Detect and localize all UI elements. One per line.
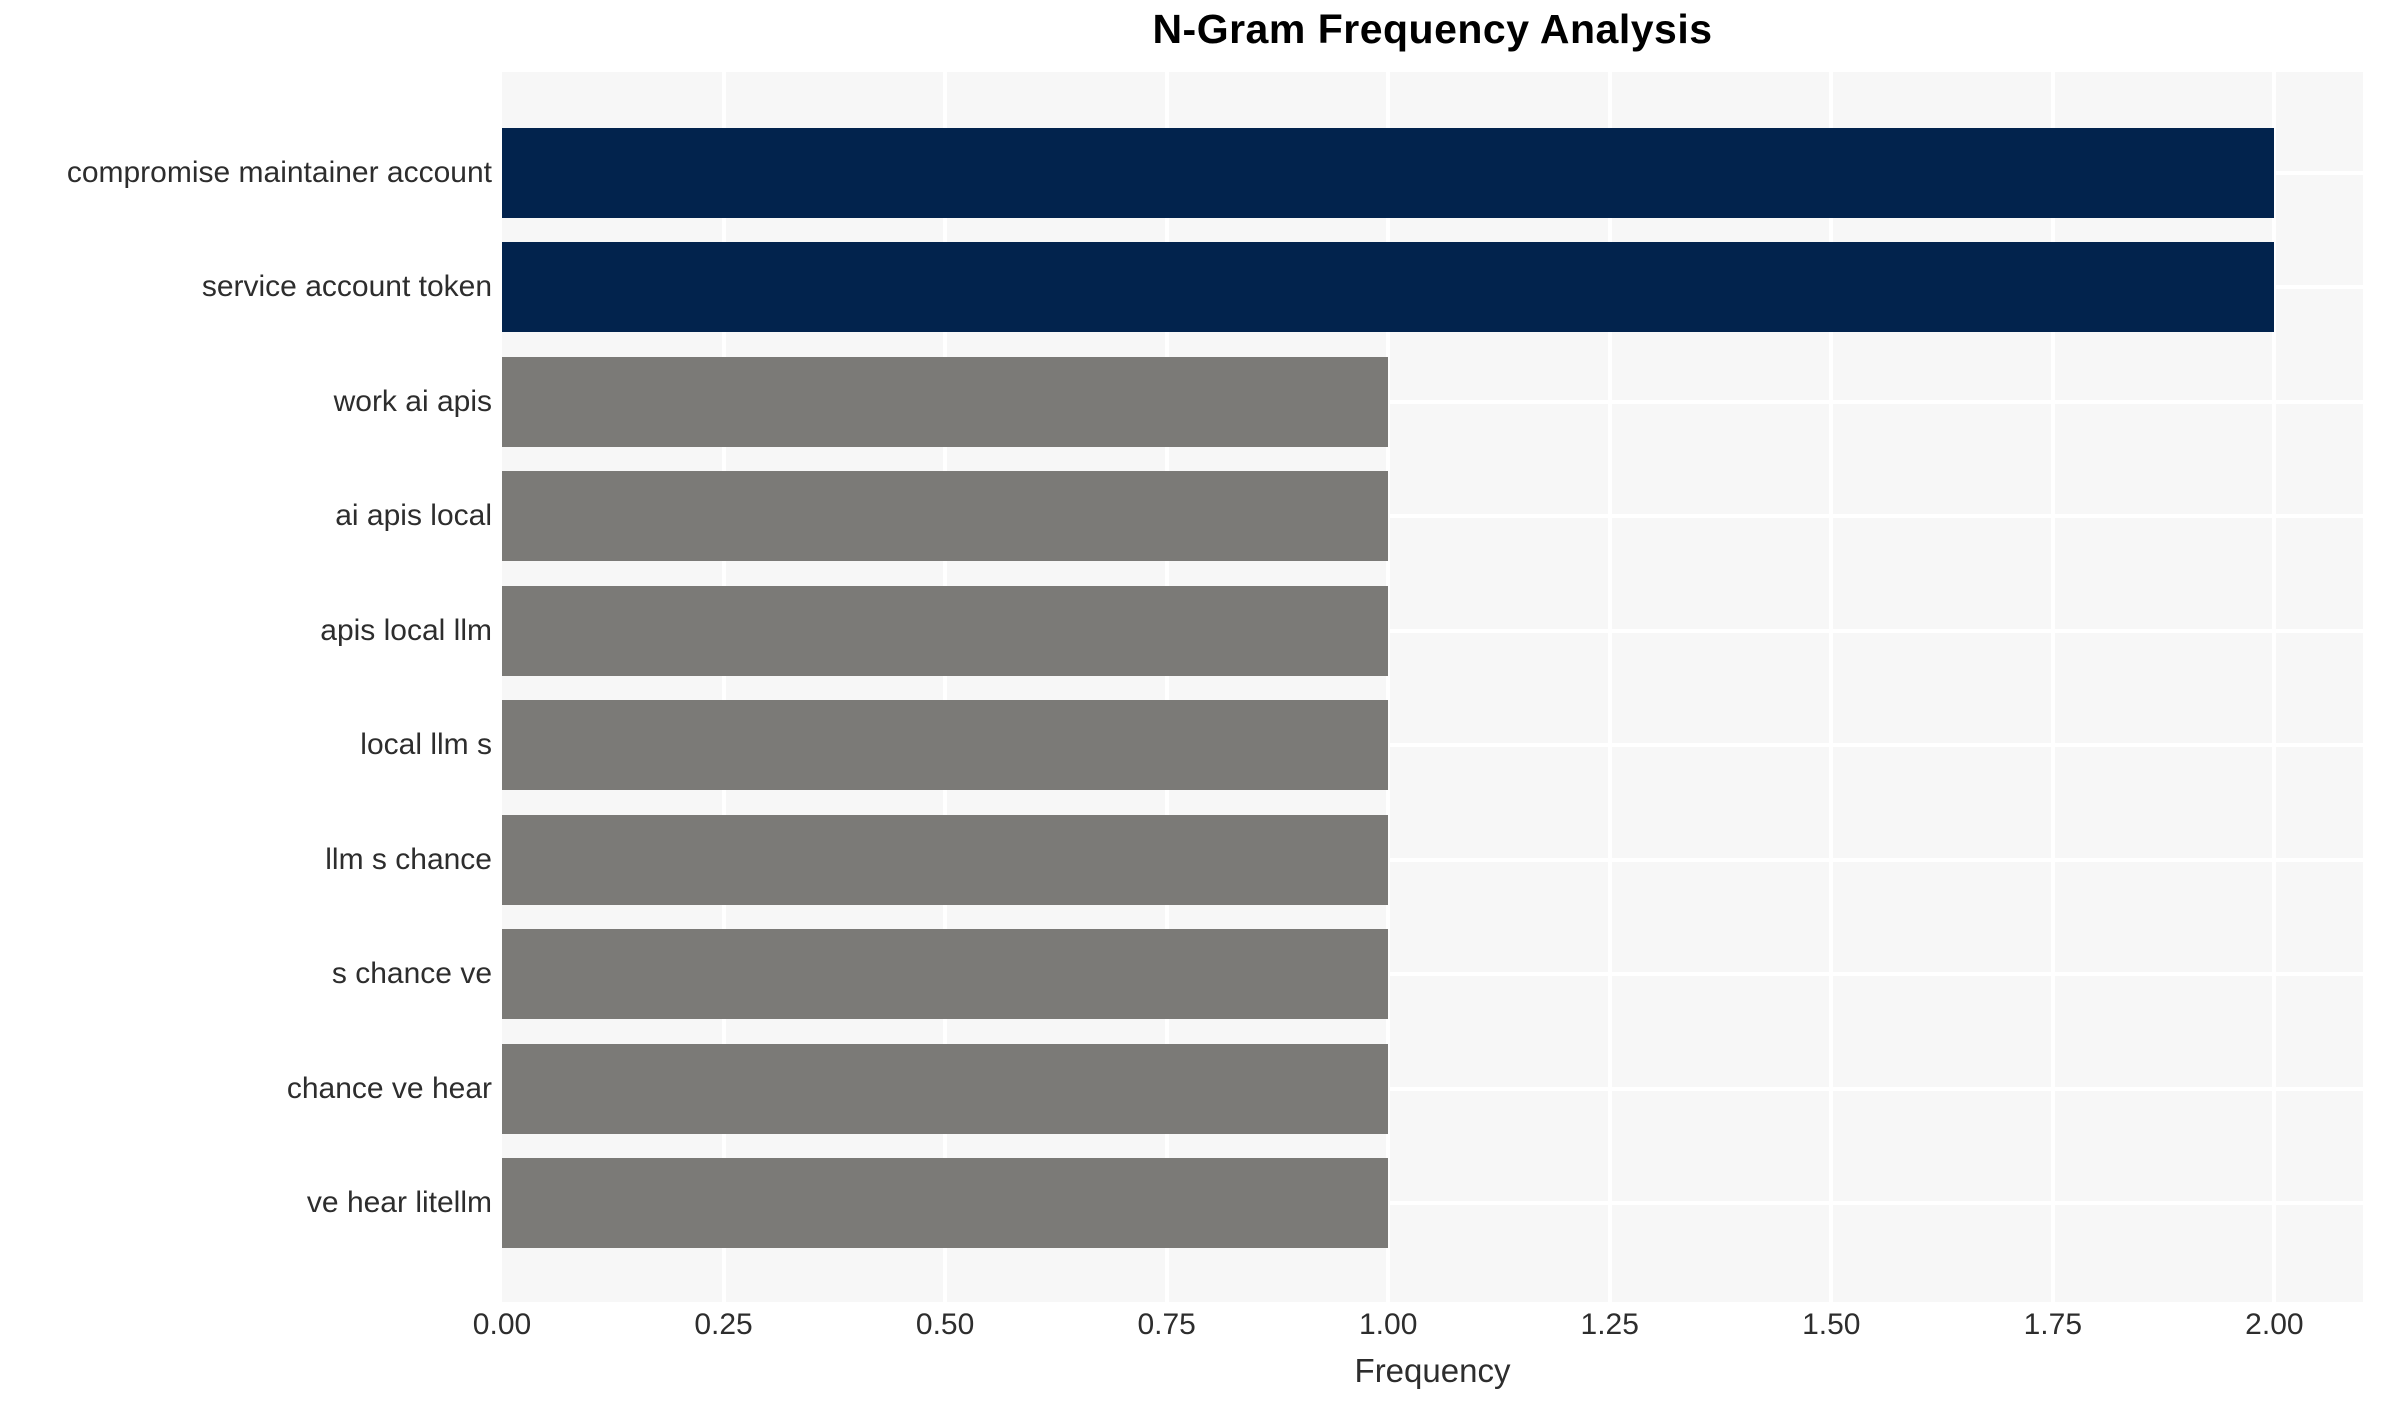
y-tick-label: work ai apis: [333, 384, 492, 418]
bar-apis-local-llm: [502, 585, 1389, 676]
gridline-vertical: [1164, 72, 1169, 1302]
gridline-vertical: [1386, 72, 1391, 1302]
x-tick-label: 1.00: [1358, 1308, 1418, 1341]
y-tick-label: llm s chance: [325, 842, 492, 876]
bar-service-account-token: [502, 242, 2275, 332]
gridline-vertical: [2272, 72, 2277, 1302]
y-tick-label: service account token: [201, 270, 492, 303]
gridline-vertical: [1829, 72, 1834, 1302]
gridline-horizontal: [502, 1086, 2363, 1091]
bar-llm-s-chance: [502, 814, 1389, 905]
gridline-horizontal: [502, 628, 2363, 633]
x-tick-label: 0.75: [1137, 1308, 1196, 1341]
gridline-horizontal: [502, 1201, 2363, 1205]
gridline-vertical: [1607, 72, 1612, 1302]
gridline-horizontal: [502, 399, 2363, 404]
bar-work-ai-apis: [502, 356, 1389, 447]
y-tick-label: apis local llm: [320, 613, 492, 647]
x-tick-label: 1.25: [1580, 1308, 1639, 1341]
bar-ve-hear-litellm: [502, 1158, 1389, 1248]
x-tick-label: 0.50: [915, 1308, 975, 1341]
bar-s-chance-ve: [502, 929, 1389, 1019]
y-tick-label: s chance ve: [331, 957, 492, 990]
x-tick-label: 1.75: [2023, 1308, 2083, 1341]
x-tick-label: 0.00: [472, 1308, 532, 1341]
x-tick-label: 2.00: [2245, 1308, 2304, 1341]
plot-area: [502, 72, 2363, 1302]
chart-title: N-Gram Frequency Analysis: [1152, 6, 1713, 52]
gridline-vertical: [2050, 72, 2055, 1302]
y-tick-label: compromise maintainer account: [66, 155, 492, 189]
x-tick-label: 1.50: [1802, 1308, 1861, 1341]
y-tick-label: chance ve hear: [286, 1071, 492, 1105]
bar-local-llm-s: [502, 700, 1389, 790]
gridline-horizontal: [502, 857, 2363, 862]
bar-ai-apis-local: [502, 471, 1389, 561]
x-tick-label: 0.25: [694, 1308, 753, 1341]
y-tick-label: local llm s: [360, 728, 492, 761]
x-axis-title: Frequency: [1354, 1352, 1511, 1389]
gridline-horizontal: [502, 514, 2363, 518]
gridline-vertical: [721, 72, 726, 1302]
bar-compromise-maintainer-account: [502, 127, 2275, 218]
gridline-vertical: [943, 72, 948, 1302]
y-tick-label: ve hear litellm: [306, 1186, 492, 1219]
gridline-horizontal: [502, 972, 2363, 976]
bar-chance-ve-hear: [502, 1043, 1389, 1134]
gridline-horizontal: [502, 743, 2363, 747]
y-tick-label: ai apis local: [335, 499, 492, 532]
